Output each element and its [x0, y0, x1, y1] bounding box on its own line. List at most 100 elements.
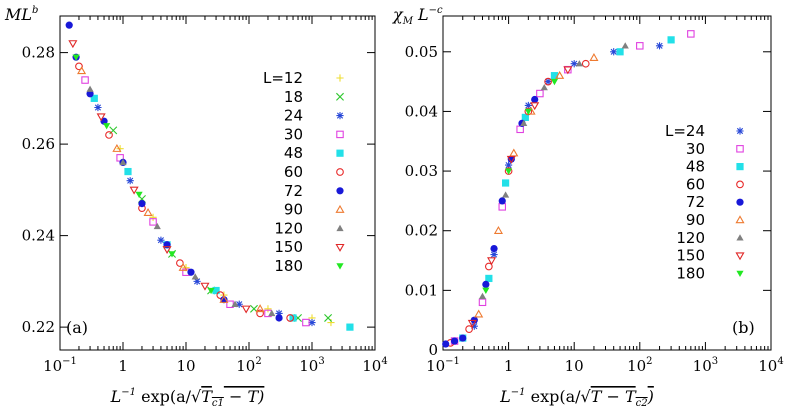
data-point [220, 296, 228, 304]
data-point [470, 322, 478, 330]
data-point [501, 191, 510, 198]
data-point [163, 241, 171, 249]
data-point [75, 62, 83, 71]
legend-label: L=12 [263, 69, 303, 87]
data-point [478, 298, 487, 307]
data-point [544, 78, 552, 86]
data-point [81, 76, 89, 84]
data-point [570, 60, 578, 68]
series [446, 59, 590, 347]
x-tick-label: 102 [627, 356, 652, 375]
data-point [191, 273, 199, 280]
legend-marker [735, 252, 745, 261]
data-point [216, 291, 225, 299]
data-point [563, 66, 573, 75]
data-point [485, 262, 493, 271]
legend-label: 30 [284, 125, 303, 143]
legend-label: 150 [274, 238, 303, 256]
panel-a: 10−1 1 10 102 103 104 0.22 0.24 0.26 0.28 MLb L−1 e… [4, 5, 388, 409]
legend-marker [736, 234, 744, 241]
data-point [493, 226, 503, 234]
data-point [459, 334, 467, 342]
data-point [65, 21, 73, 29]
data-point [327, 318, 335, 327]
x-tick-label: 10 [565, 357, 584, 375]
legend-marker [736, 127, 744, 135]
legend-marker [336, 149, 344, 157]
series [482, 78, 559, 294]
data-point [256, 309, 264, 318]
data-point [77, 66, 87, 75]
legend-marker [736, 270, 744, 277]
legend-label: 60 [686, 175, 705, 193]
data-point [474, 309, 484, 318]
data-point [176, 259, 184, 267]
plot-frame [59, 15, 376, 351]
data-point [521, 113, 529, 121]
legend-marker [336, 112, 344, 120]
y-tick-label: 0.28 [22, 44, 55, 62]
data-point [467, 319, 477, 328]
data-point [540, 83, 548, 91]
series [478, 42, 629, 300]
data-series [65, 21, 354, 331]
data-point [490, 245, 498, 253]
panel-b: 10−1 1 10 102 103 104 0 0.01 0.02 0.03 0.04 0.05 χM … [392, 5, 784, 409]
legend-marker [735, 215, 745, 224]
data-point [275, 309, 283, 317]
data-point [509, 148, 519, 157]
series [81, 76, 310, 327]
legend-label: 180 [274, 257, 303, 275]
data-point [482, 287, 490, 294]
data-point [485, 274, 493, 283]
legend-marker [736, 180, 744, 189]
data-point [96, 113, 106, 122]
data-point [482, 280, 490, 288]
data-point [621, 42, 629, 49]
data-point [86, 90, 94, 98]
panel-label: (b) [732, 318, 755, 337]
data-point [506, 155, 516, 164]
data-point [275, 314, 283, 322]
series [94, 103, 316, 327]
y-tick-label: 0.04 [405, 102, 438, 120]
legend-label: 90 [284, 201, 303, 219]
data-point [129, 186, 139, 195]
series [450, 30, 695, 345]
data-point [105, 131, 113, 139]
data-point [143, 208, 153, 216]
data-point [302, 318, 310, 327]
legend-marker [336, 92, 344, 101]
x-axis-label: L−1 exp(a/√Tc1 − T) [110, 387, 265, 409]
data-point [231, 300, 239, 307]
data-point [530, 102, 540, 111]
x-axis: 10−1 1 10 102 103 104 [426, 16, 784, 375]
x-axis-label: L−1 exp(a/√T − Tc2) [499, 387, 654, 409]
y-tick-label: 0.05 [405, 43, 438, 61]
data-point [178, 262, 188, 271]
data-point [138, 199, 146, 208]
series [68, 40, 251, 314]
data-point [498, 197, 506, 205]
y-tick-label: 0.03 [405, 162, 438, 180]
y-tick-label: 0.24 [22, 227, 55, 245]
data-point [442, 340, 450, 348]
series [86, 85, 276, 317]
series [75, 62, 295, 322]
data-point [103, 123, 111, 130]
data-point [687, 30, 695, 38]
legend-label: 120 [676, 229, 705, 247]
y-tick-label: 0.02 [405, 222, 438, 240]
x-tick-label: 102 [236, 356, 261, 375]
data-point [555, 70, 565, 79]
data-point [90, 94, 98, 102]
series [459, 36, 675, 342]
series [65, 21, 283, 322]
data-point [636, 42, 644, 50]
legend-label: 30 [686, 140, 705, 158]
y-tick-label: 0 [428, 341, 438, 359]
y-axis-label: MLb [4, 5, 38, 24]
data-point [112, 143, 122, 152]
data-point [516, 125, 524, 134]
